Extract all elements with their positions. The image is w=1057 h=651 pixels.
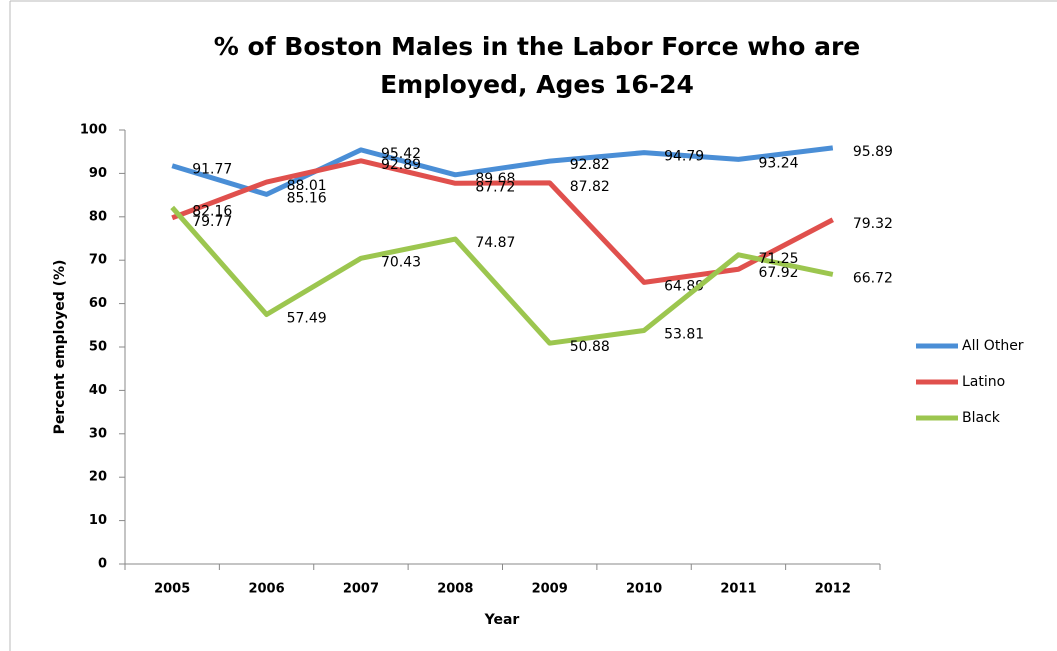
y-tick-label: 90 bbox=[89, 166, 107, 181]
data-label: 66.72 bbox=[853, 270, 893, 286]
y-tick-label: 0 bbox=[98, 557, 107, 572]
data-label: 87.72 bbox=[475, 179, 515, 195]
data-label: 57.49 bbox=[287, 310, 327, 326]
data-label: 67.92 bbox=[758, 265, 798, 281]
legend-label: All Other bbox=[962, 338, 1024, 354]
data-label: 79.32 bbox=[853, 216, 893, 232]
data-label: 79.77 bbox=[192, 214, 232, 230]
chart-title: Employed, Ages 16-24 bbox=[380, 70, 694, 99]
y-tick-label: 30 bbox=[89, 426, 107, 441]
x-tick-label: 2005 bbox=[154, 582, 190, 597]
data-label: 70.43 bbox=[381, 254, 421, 270]
series-line bbox=[171, 158, 834, 285]
chart-title: % of Boston Males in the Labor Force who… bbox=[214, 32, 860, 61]
x-tick-label: 2008 bbox=[437, 582, 473, 597]
y-tick-label: 40 bbox=[89, 383, 107, 398]
data-label: 94.79 bbox=[664, 149, 704, 165]
data-label: 93.24 bbox=[758, 155, 798, 171]
legend-label: Latino bbox=[962, 374, 1005, 390]
y-tick-label: 70 bbox=[89, 253, 107, 268]
y-tick-label: 20 bbox=[89, 470, 107, 485]
y-tick-label: 10 bbox=[89, 513, 107, 528]
data-label: 82.16 bbox=[192, 203, 232, 219]
x-tick-label: 2010 bbox=[626, 582, 662, 597]
x-tick-label: 2011 bbox=[720, 582, 756, 597]
x-tick-label: 2006 bbox=[248, 582, 284, 597]
y-tick-label: 50 bbox=[89, 340, 107, 355]
data-label: 74.87 bbox=[475, 235, 515, 251]
data-label: 50.88 bbox=[570, 339, 610, 355]
data-label: 85.16 bbox=[287, 190, 327, 206]
x-tick-label: 2012 bbox=[815, 582, 851, 597]
data-label: 91.77 bbox=[192, 162, 232, 178]
series-line bbox=[170, 205, 834, 346]
x-tick-label: 2007 bbox=[343, 582, 379, 597]
data-label: 92.89 bbox=[381, 157, 421, 173]
series-line bbox=[171, 145, 834, 197]
y-tick-label: 100 bbox=[80, 123, 107, 138]
data-label: 87.82 bbox=[570, 179, 610, 195]
y-axis-title: Percent employed (%) bbox=[52, 260, 68, 435]
data-label: 95.42 bbox=[381, 146, 421, 162]
x-tick-label: 2009 bbox=[532, 582, 568, 597]
legend-label: Black bbox=[962, 410, 1001, 426]
data-label: 95.89 bbox=[853, 144, 893, 160]
x-axis-title: Year bbox=[484, 612, 520, 628]
data-label: 92.82 bbox=[570, 157, 610, 173]
data-label: 71.25 bbox=[758, 251, 798, 267]
data-label: 88.01 bbox=[287, 178, 327, 194]
y-tick-label: 60 bbox=[89, 296, 107, 311]
data-label: 53.81 bbox=[664, 326, 704, 342]
y-tick-label: 80 bbox=[89, 209, 107, 224]
